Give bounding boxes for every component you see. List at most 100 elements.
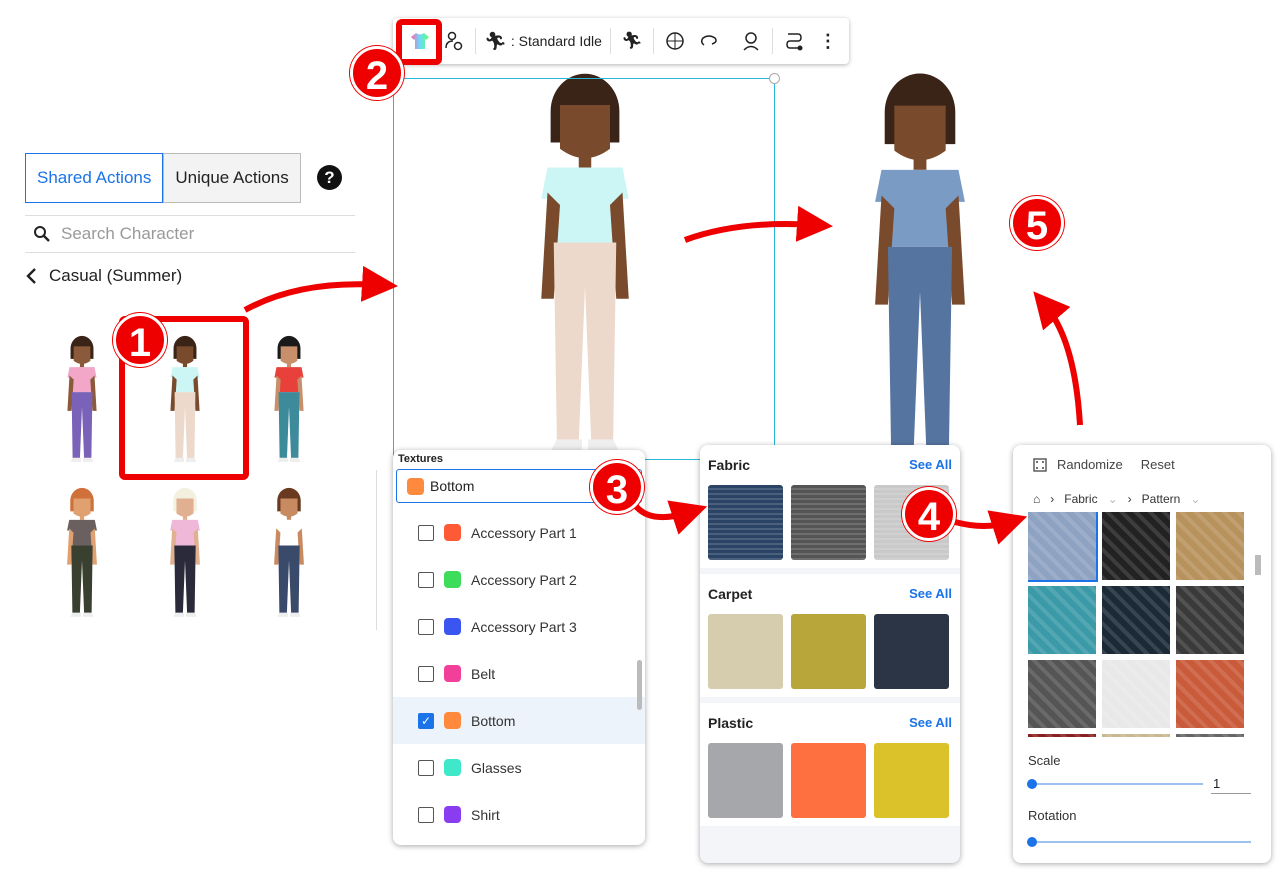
back-to-categories[interactable]: Casual (Summer) [25,266,182,286]
category-section: Carpet See All [700,574,960,697]
resize-handle[interactable] [769,73,780,84]
see-all-link[interactable]: See All [909,586,952,601]
rotation-slider[interactable] [1027,837,1251,847]
see-all-link[interactable]: See All [909,715,952,730]
chevron-down-icon[interactable]: ⌄ [1107,492,1118,506]
color-swatch [407,477,424,495]
face-button[interactable] [734,24,768,58]
step-badge-1: 1 [113,313,167,367]
home-icon[interactable]: ⌂ [1033,492,1041,506]
randomize-button[interactable]: Randomize [1033,457,1123,472]
texture-part-item[interactable]: Glasses [393,744,645,791]
texture-part-item[interactable]: Belt [393,650,645,697]
pattern-thumbnail[interactable] [1176,586,1244,654]
rotate-button[interactable] [692,24,726,58]
texture-part-select[interactable]: Bottom [396,469,642,503]
texture-part-item[interactable]: Accessory Part 2 [393,556,645,603]
dice-icon [1033,457,1047,472]
pattern-thumbnail[interactable] [1028,512,1098,582]
texture-part-item[interactable]: Accessory Part 3 [393,603,645,650]
motion-settings-button[interactable]: 🏃︎ [615,24,649,58]
checkbox[interactable] [418,806,434,823]
slider-knob[interactable] [1027,837,1037,847]
pattern-thumbnail[interactable] [1102,586,1170,654]
chevron-down-icon[interactable]: ⌄ [1190,492,1201,506]
animation-label: : Standard Idle [510,33,602,49]
separator-icon: › [1127,492,1132,506]
pattern-thumbnail[interactable] [1176,512,1244,580]
character-thumbnail[interactable] [67,487,97,617]
part-label: Accessory Part 2 [471,571,577,588]
step-badge-2: 2 [350,46,404,100]
part-label: Accessory Part 3 [471,618,577,635]
material-thumbnail[interactable] [874,743,949,818]
tab-unique-actions[interactable]: Unique Actions [163,153,301,203]
chevron-left-icon [26,268,36,284]
checkbox[interactable] [418,524,434,541]
tab-shared-actions[interactable]: Shared Actions [25,153,164,203]
material-thumbnail[interactable] [708,614,783,689]
scrollbar[interactable] [637,660,642,710]
selected-part: Bottom [430,478,475,494]
category-section: Plastic See All [700,703,960,826]
checkbox[interactable] [418,759,434,776]
pattern-thumbnail[interactable] [1176,660,1244,728]
search-character-input[interactable]: Search Character [25,215,355,253]
search-icon [34,226,50,242]
category-title: Casual (Summer) [49,266,183,285]
material-thumbnail[interactable] [791,743,866,818]
character-settings-button[interactable] [437,24,471,58]
pattern-thumbnail[interactable] [1176,734,1244,737]
breadcrumb: ⌂ › Fabric ⌄ › Pattern ⌄ [1033,492,1271,506]
texture-part-item[interactable]: Accessory Part 1 [393,509,645,556]
animation-button[interactable]: 🏃︎ : Standard Idle [480,24,606,58]
pattern-thumbnail[interactable] [1102,734,1170,737]
part-label: Belt [471,665,496,682]
material-thumbnail[interactable] [791,485,866,560]
character-thumbnail[interactable] [67,335,97,462]
scrollbar[interactable] [1255,555,1261,575]
face-tracking-icon [743,32,759,51]
path-icon [786,33,803,51]
main-character-preview[interactable] [541,73,629,452]
rotate-icon [700,35,717,46]
scale-slider[interactable] [1027,779,1203,789]
material-thumbnail[interactable] [874,614,949,689]
material-thumbnail[interactable] [708,485,783,560]
see-all-link[interactable]: See All [909,457,952,472]
color-swatch [444,806,461,823]
path-button[interactable] [777,24,811,58]
pattern-thumbnail[interactable] [1102,512,1170,580]
character-thumbnail[interactable] [274,335,304,462]
texture-part-item[interactable]: ✓ Bottom [393,697,645,744]
checkbox[interactable] [418,618,434,635]
color-swatch [444,618,461,635]
color-swatch [444,712,461,729]
checkbox[interactable]: ✓ [418,712,434,729]
pattern-grid [1028,512,1271,737]
pattern-thumbnail[interactable] [1028,734,1096,737]
character-thumbnail[interactable] [274,487,304,617]
breadcrumb-fabric[interactable]: Fabric [1064,492,1098,506]
pattern-thumbnail[interactable] [1102,660,1170,728]
texture-shirt-button[interactable] [403,24,437,58]
scale-input[interactable]: 1 [1211,774,1251,794]
pattern-thumbnail[interactable] [1028,660,1096,728]
help-icon[interactable]: ? [317,165,342,190]
texture-part-item[interactable]: Shirt [393,791,645,838]
more-options-button[interactable]: ⋮ [811,24,845,58]
material-thumbnail[interactable] [791,614,866,689]
character-thumbnail[interactable] [170,335,200,462]
breadcrumb-pattern[interactable]: Pattern [1141,492,1181,506]
checkbox[interactable] [418,571,434,588]
character-thumbnail[interactable] [170,487,200,617]
reset-button[interactable]: Reset [1140,457,1175,472]
slider-knob[interactable] [1027,779,1037,789]
pattern-thumbnail[interactable] [1028,586,1096,654]
highlight-box-2 [396,19,442,65]
move-button[interactable] [658,24,692,58]
checkbox[interactable] [418,665,434,682]
running-person-icon: 🏃︎ [484,30,507,51]
material-thumbnail[interactable] [708,743,783,818]
